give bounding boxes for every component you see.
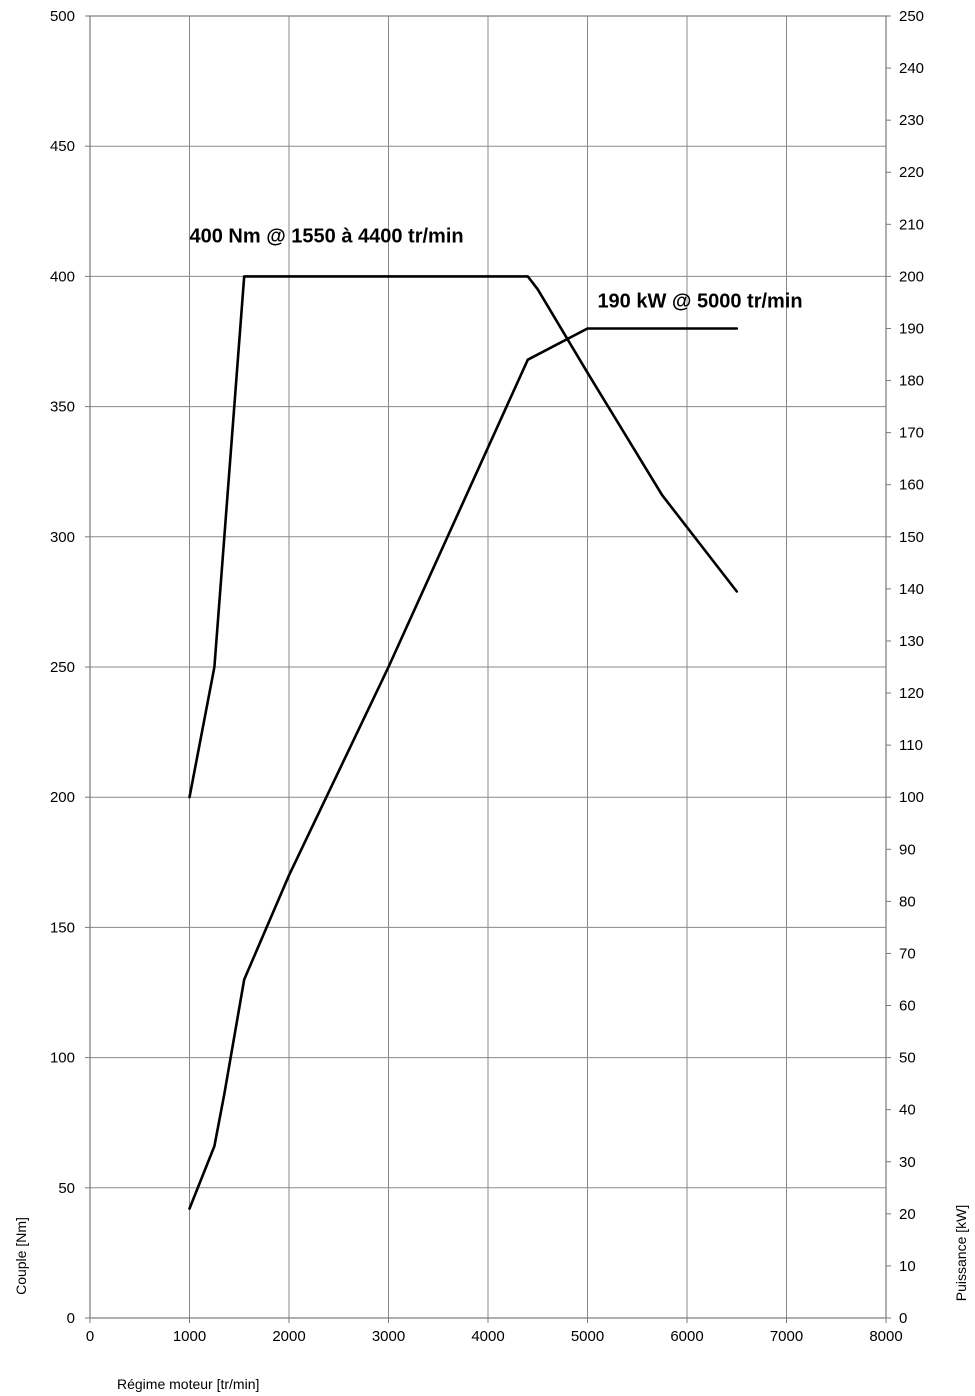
y-left-tick-label: 350 bbox=[50, 399, 75, 416]
y-left-tick-label: 450 bbox=[50, 138, 75, 155]
y-left-tick-label: 50 bbox=[58, 1180, 75, 1197]
y-right-tick-label: 170 bbox=[899, 425, 924, 442]
y-left-tick-label: 100 bbox=[50, 1050, 75, 1067]
x-tick-label: 4000 bbox=[471, 1328, 504, 1345]
y-right-tick-label: 20 bbox=[899, 1206, 916, 1223]
y-right-tick-label: 130 bbox=[899, 633, 924, 650]
x-tick-label: 3000 bbox=[372, 1328, 405, 1345]
torque-peak-annotation: 400 Nm @ 1550 à 4400 tr/min bbox=[190, 226, 464, 248]
x-tick-label: 6000 bbox=[670, 1328, 703, 1345]
y-right-tick-label: 10 bbox=[899, 1258, 916, 1275]
x-axis-title: Régime moteur [tr/min] bbox=[117, 1376, 259, 1392]
y-left-axis-title: Couple [Nm] bbox=[13, 1217, 29, 1295]
y-left-tick-label: 300 bbox=[50, 529, 75, 546]
y-right-tick-label: 0 bbox=[899, 1310, 907, 1327]
y-right-tick-label: 60 bbox=[899, 998, 916, 1015]
y-right-tick-label: 80 bbox=[899, 893, 916, 910]
y-right-tick-label: 150 bbox=[899, 529, 924, 546]
y-right-axis-title: Puissance [kW] bbox=[953, 1205, 969, 1301]
power-peak-annotation: 190 kW @ 5000 tr/min bbox=[597, 291, 802, 313]
y-left-tick-label: 150 bbox=[50, 919, 75, 936]
x-tick-label: 8000 bbox=[869, 1328, 902, 1345]
y-right-tick-label: 230 bbox=[899, 112, 924, 129]
y-left-tick-label: 250 bbox=[50, 659, 75, 676]
x-tick-label: 7000 bbox=[770, 1328, 803, 1345]
x-tick-label: 0 bbox=[86, 1328, 94, 1345]
y-left-tick-label: 200 bbox=[50, 789, 75, 806]
y-right-tick-label: 160 bbox=[899, 477, 924, 494]
x-tick-label: 1000 bbox=[173, 1328, 206, 1345]
y-left-tick-label: 400 bbox=[50, 268, 75, 285]
y-left-tick-label: 500 bbox=[50, 8, 75, 25]
x-tick-label: 5000 bbox=[571, 1328, 604, 1345]
y-right-tick-label: 250 bbox=[899, 8, 924, 25]
y-right-tick-label: 220 bbox=[899, 164, 924, 181]
y-right-tick-label: 100 bbox=[899, 789, 924, 806]
y-right-tick-label: 40 bbox=[899, 1102, 916, 1119]
y-right-tick-label: 30 bbox=[899, 1154, 916, 1171]
y-right-tick-label: 200 bbox=[899, 268, 924, 285]
y-right-tick-label: 90 bbox=[899, 841, 916, 858]
y-right-tick-label: 210 bbox=[899, 216, 924, 233]
y-right-tick-label: 240 bbox=[899, 60, 924, 77]
power-series-line bbox=[188, 327, 739, 1210]
y-right-tick-label: 120 bbox=[899, 685, 924, 702]
y-right-tick-label: 180 bbox=[899, 373, 924, 390]
y-left-tick-label: 0 bbox=[67, 1310, 75, 1327]
y-right-tick-label: 110 bbox=[899, 737, 923, 754]
y-right-tick-label: 70 bbox=[899, 945, 916, 962]
x-tick-label: 2000 bbox=[272, 1328, 305, 1345]
y-right-tick-label: 190 bbox=[899, 320, 924, 337]
y-right-tick-label: 50 bbox=[899, 1050, 916, 1067]
torque-series-line bbox=[188, 275, 739, 799]
y-right-tick-label: 140 bbox=[899, 581, 924, 598]
